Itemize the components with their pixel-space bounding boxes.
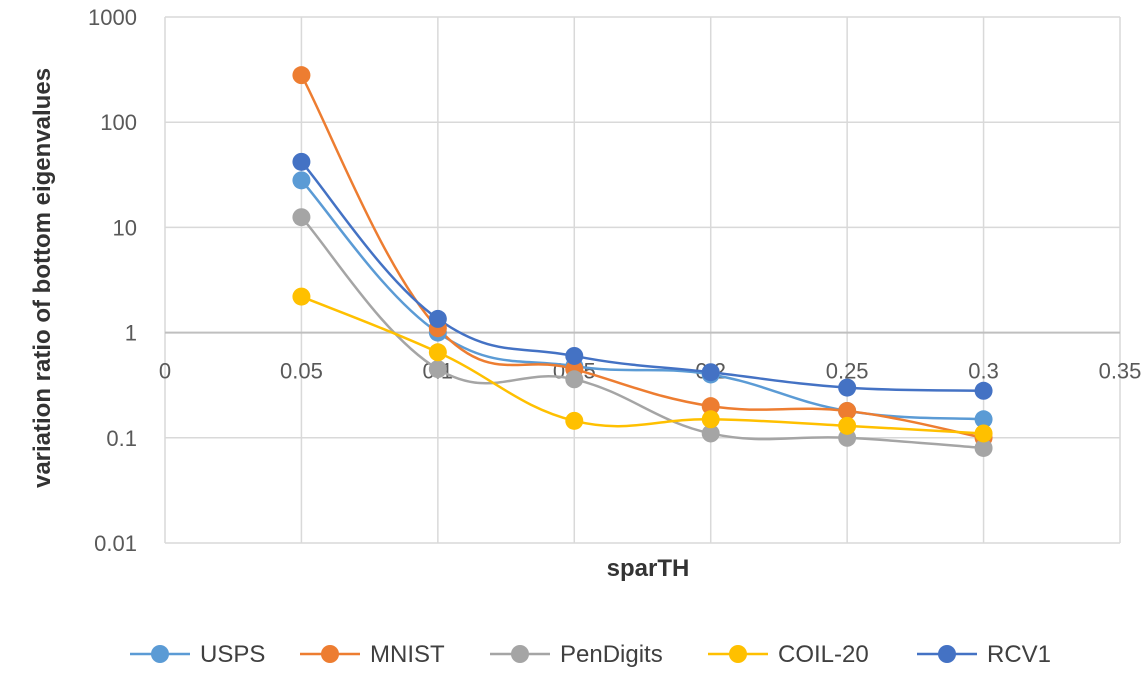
data-point-rcv1 [974, 381, 993, 400]
y-tick-label: 1 [125, 321, 137, 346]
data-point-mnist [701, 397, 720, 416]
data-point-rcv1 [292, 152, 311, 171]
data-point-rcv1 [565, 346, 584, 365]
data-point-coil-20 [428, 343, 447, 362]
data-point-rcv1 [838, 378, 857, 397]
x-axis-title: sparTH [607, 555, 690, 582]
x-tick-label: 0.3 [968, 359, 999, 384]
data-point-pendigits [701, 424, 720, 443]
data-point-coil-20 [838, 416, 857, 435]
y-tick-label: 1000 [88, 5, 137, 30]
legend-item-rcv1: RCV1 [917, 641, 1051, 668]
series-line-coil-20 [300, 295, 984, 435]
series-points [292, 66, 993, 457]
x-tick-label: 0.35 [1099, 359, 1142, 384]
legend-label: PenDigits [560, 641, 663, 668]
gridlines [164, 16, 1121, 544]
legend-marker [321, 645, 339, 663]
data-point-rcv1 [701, 363, 720, 382]
legend-item-usps: USPS [130, 641, 265, 668]
y-tick-label: 0.01 [94, 531, 137, 556]
data-point-mnist [838, 401, 857, 420]
data-point-pendigits [428, 360, 447, 379]
data-point-mnist [292, 66, 311, 85]
y-tick-label: 10 [113, 215, 137, 240]
data-point-usps [974, 410, 993, 429]
data-point-pendigits [292, 208, 311, 227]
data-point-coil-20 [974, 424, 993, 443]
data-point-rcv1 [428, 309, 447, 328]
y-axis-title: variation ratio of bottom eigenvalues [29, 68, 56, 488]
legend-label: COIL-20 [778, 641, 869, 668]
series-line-usps [300, 179, 984, 421]
data-point-pendigits [565, 370, 584, 389]
y-tick-label: 0.1 [106, 426, 137, 451]
y-tick-label: 100 [100, 110, 137, 135]
data-point-coil-20 [565, 411, 584, 430]
series-line-rcv1 [300, 161, 984, 393]
legend-label: USPS [200, 641, 265, 668]
series-lines [300, 74, 984, 450]
legend-label: MNIST [370, 641, 445, 668]
data-point-coil-20 [292, 287, 311, 306]
data-point-coil-20 [701, 410, 720, 429]
legend-item-mnist: MNIST [300, 641, 445, 668]
data-point-pendigits [974, 438, 993, 457]
y-tick-labels: 1000 100 10 1 0.1 0.01 [88, 5, 137, 556]
legend-label: RCV1 [987, 641, 1051, 668]
legend-item-coil-20: COIL-20 [708, 641, 869, 668]
legend: USPS MNIST PenDigits COIL-20 RCV1 [130, 641, 1051, 668]
legend-marker [729, 645, 747, 663]
series-line-mnist [300, 74, 984, 440]
legend-marker [151, 645, 169, 663]
legend-marker [511, 645, 529, 663]
x-tick-label: 0 [159, 359, 171, 384]
x-tick-label: 0.05 [280, 359, 323, 384]
legend-marker [938, 645, 956, 663]
data-point-usps [292, 171, 311, 190]
legend-item-pendigits: PenDigits [490, 641, 663, 668]
